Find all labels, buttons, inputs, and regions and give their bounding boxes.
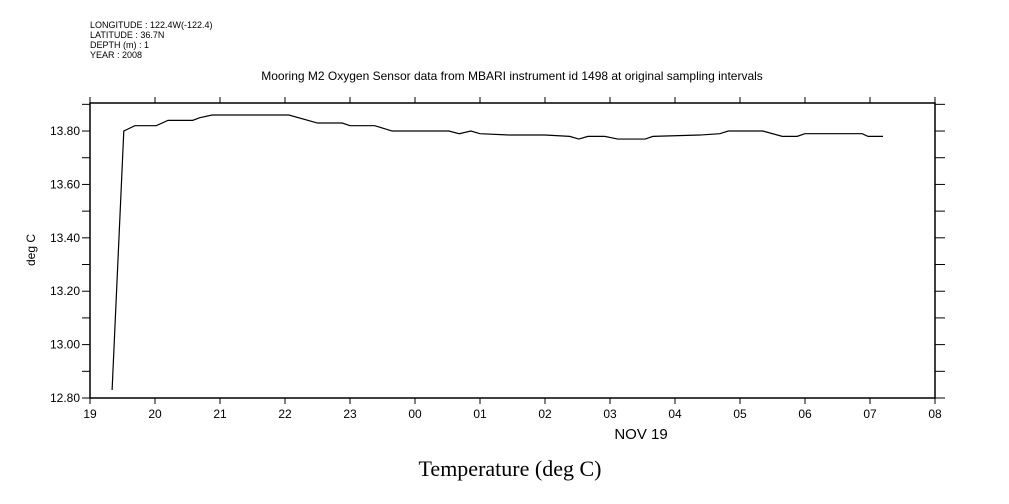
y-tick-label: 13.00 — [50, 338, 80, 352]
year-label: YEAR : 2008 — [90, 50, 143, 60]
x-tick-label: 02 — [538, 407, 552, 421]
plot-frame — [89, 102, 936, 399]
x-tick-label: 20 — [148, 407, 162, 421]
x-tick-label: 04 — [668, 407, 682, 421]
y-tick-label: 12.80 — [50, 391, 80, 405]
y-axis-label: deg C — [24, 234, 38, 266]
latitude-label: LATITUDE : 36.7N — [90, 30, 165, 40]
x-tick-label: 03 — [603, 407, 617, 421]
x-tick-label: 23 — [343, 407, 357, 421]
x-tick-label: 19 — [83, 407, 97, 421]
x-tick-label: 00 — [408, 407, 422, 421]
y-tick-label: 13.20 — [50, 284, 80, 298]
x-tick-label: 05 — [733, 407, 747, 421]
x-tick-label: 07 — [863, 407, 877, 421]
x-tick-label: 22 — [278, 407, 292, 421]
temperature-series-line — [111, 114, 883, 391]
x-tick-label: 08 — [928, 407, 942, 421]
y-tick-label: 13.80 — [50, 124, 80, 138]
y-tick-label: 13.40 — [50, 231, 80, 245]
depth-label: DEPTH (m) : 1 — [90, 40, 150, 50]
x-axis-label: NOV 19 — [614, 426, 667, 443]
x-tick-label: 01 — [473, 407, 487, 421]
y-tick-label: 13.60 — [50, 177, 80, 191]
x-tick-label: 06 — [798, 407, 812, 421]
longitude-label: LONGITUDE : 122.4W(-122.4) — [90, 20, 213, 30]
x-tick-label: 21 — [213, 407, 227, 421]
chart-caption: Temperature (deg C) — [419, 456, 602, 481]
chart-title: Mooring M2 Oxygen Sensor data from MBARI… — [261, 69, 763, 83]
metadata-block: LONGITUDE : 122.4W(-122.4) LATITUDE : 36… — [90, 20, 213, 60]
